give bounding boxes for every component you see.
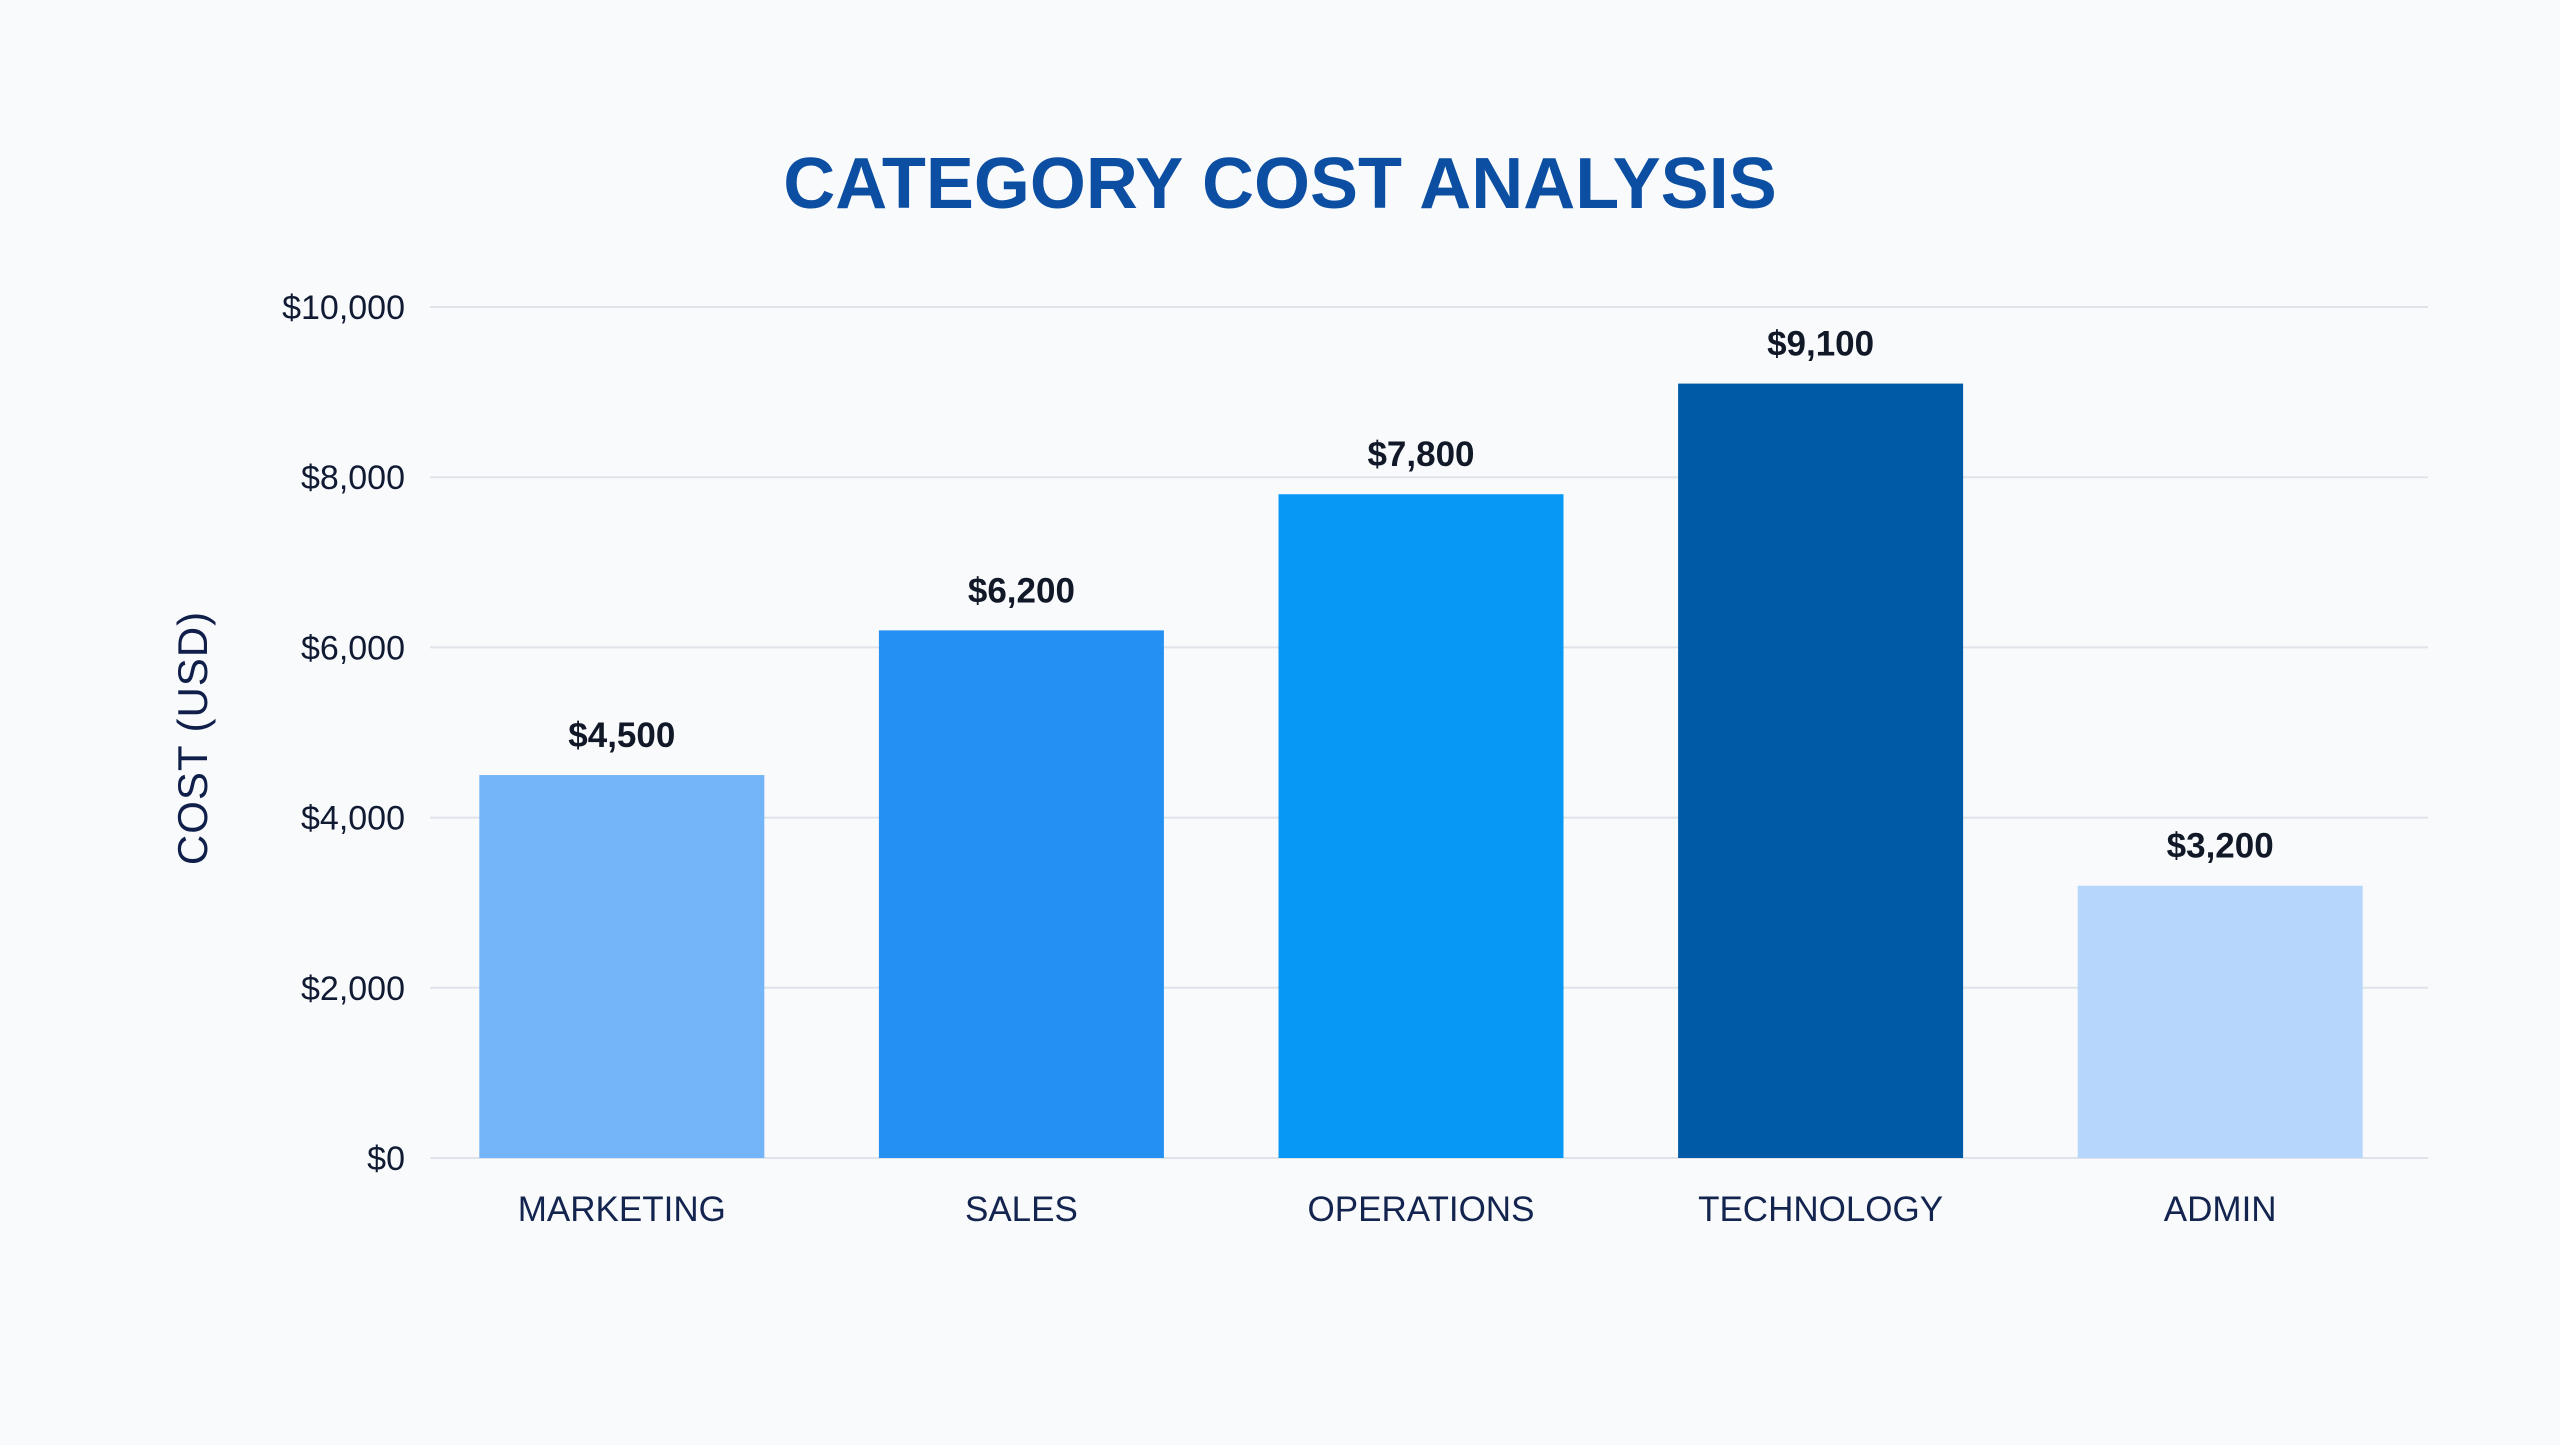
bar-value-labels: $4,500 $6,200 $7,800 $9,100 $3,200 — [568, 325, 2273, 866]
bar-marketing — [479, 775, 765, 1158]
bar-technology — [1678, 383, 1964, 1159]
chart-title: CATEGORY COST ANALYSIS — [783, 144, 1776, 224]
y-tick-label: $8,000 — [301, 459, 405, 497]
bar-value-label: $6,200 — [968, 571, 1075, 610]
bars — [479, 383, 2363, 1159]
x-tick-label: TECHNOLOGY — [1698, 1190, 1943, 1229]
y-tick-label: $2,000 — [301, 970, 405, 1008]
y-tick-label: $6,000 — [301, 629, 405, 667]
y-axis-ticks: $0 $2,000 $4,000 $6,000 $8,000 $10,000 — [282, 289, 405, 1178]
bar-value-label: $3,200 — [2167, 827, 2274, 866]
x-tick-label: ADMIN — [2164, 1190, 2277, 1229]
y-tick-label: $4,000 — [301, 800, 405, 838]
x-tick-label: MARKETING — [518, 1190, 726, 1229]
bar-value-label: $7,800 — [1367, 435, 1474, 474]
bar-admin — [2077, 885, 2363, 1158]
bar-value-label: $4,500 — [568, 716, 675, 755]
bar-operations — [1278, 494, 1564, 1159]
x-tick-label: SALES — [965, 1190, 1078, 1229]
x-axis-ticks: MARKETING SALES OPERATIONS TECHNOLOGY ADMIN — [518, 1190, 2277, 1229]
bar-value-label: $9,100 — [1767, 325, 1874, 364]
y-tick-label: $10,000 — [282, 289, 405, 327]
y-tick-label: $0 — [367, 1140, 405, 1178]
y-axis-label: COST (USD) — [169, 611, 216, 865]
bar-sales — [878, 630, 1164, 1158]
x-tick-label: OPERATIONS — [1308, 1190, 1535, 1229]
